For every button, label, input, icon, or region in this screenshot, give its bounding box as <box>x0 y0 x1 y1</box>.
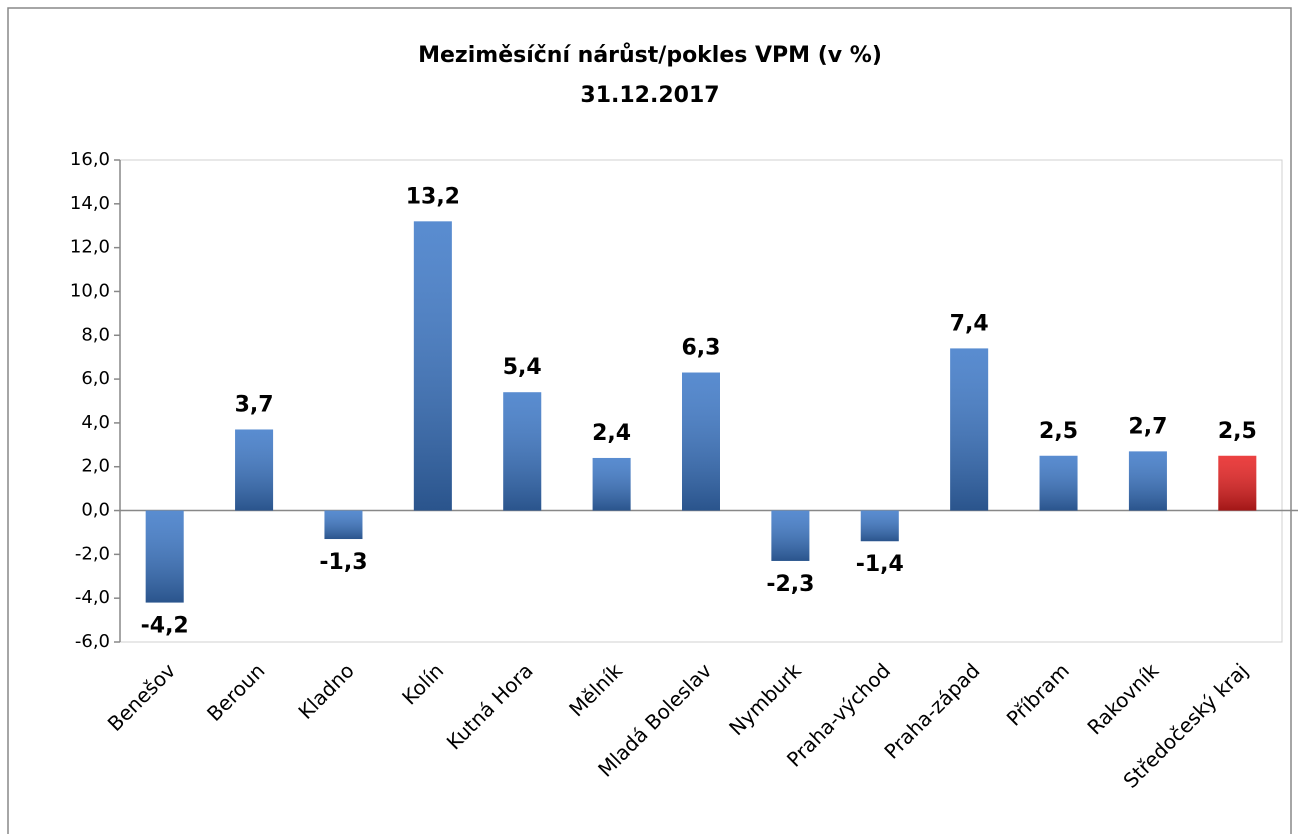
bar-shade <box>1128 451 1167 511</box>
value-label: -1,4 <box>856 552 904 577</box>
y-tick-label: 16,0 <box>70 149 110 170</box>
bar-shade <box>1218 455 1257 511</box>
bar-shade <box>950 348 989 511</box>
value-label: 3,7 <box>235 392 274 417</box>
value-label: 2,5 <box>1218 419 1257 444</box>
y-tick-label: 0,0 <box>81 500 110 521</box>
bar-shade <box>145 510 184 603</box>
y-tick-label: 4,0 <box>81 412 110 433</box>
y-tick-label: 14,0 <box>70 193 110 214</box>
y-tick-label: 2,0 <box>81 456 110 477</box>
bar-shade <box>503 392 542 511</box>
bar-shade <box>235 429 274 511</box>
value-label: -1,3 <box>319 550 367 575</box>
bar-shade <box>592 457 631 511</box>
value-label: 6,3 <box>682 336 721 361</box>
value-label: 13,2 <box>406 184 460 209</box>
chart-frame <box>7 7 1292 834</box>
bar-shade <box>682 372 720 511</box>
chart-title: Meziměsíční nárůst/pokles VPM (v %) <box>418 43 882 68</box>
y-tick-label: -6,0 <box>75 631 110 652</box>
y-tick-label: -2,0 <box>75 543 110 564</box>
value-label: 2,5 <box>1039 419 1078 444</box>
value-label: -2,3 <box>766 572 814 597</box>
y-tick-label: 10,0 <box>70 280 110 301</box>
bar-shade <box>860 510 899 542</box>
y-tick-label: 6,0 <box>81 368 110 389</box>
value-label: 2,4 <box>592 421 631 446</box>
y-tick-label: -4,0 <box>75 587 110 608</box>
chart-subtitle: 31.12.2017 <box>580 83 719 108</box>
value-label: 7,4 <box>950 311 989 336</box>
bar-shade <box>324 510 363 540</box>
value-label: -4,2 <box>141 614 189 639</box>
value-label: 5,4 <box>503 355 542 380</box>
bar-shade <box>771 510 810 561</box>
bar-shade <box>413 221 452 511</box>
bar-shade <box>1039 455 1078 511</box>
y-tick-label: 12,0 <box>70 237 110 258</box>
y-tick-label: 8,0 <box>81 324 110 345</box>
value-label: 2,7 <box>1128 414 1167 439</box>
